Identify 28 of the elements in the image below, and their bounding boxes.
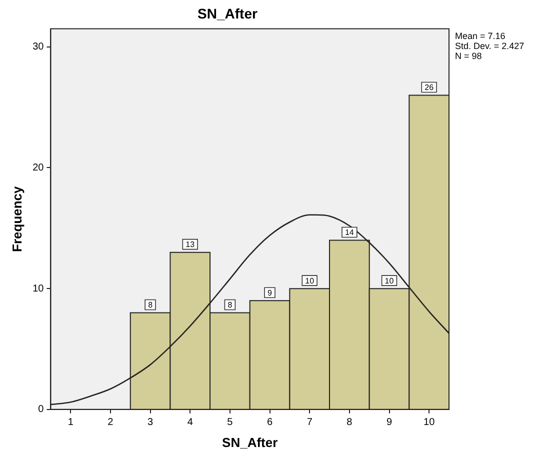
x-tick-label: 5 — [227, 417, 234, 428]
x-tick-label: 8 — [346, 417, 353, 428]
data-label: 13 — [186, 240, 196, 250]
x-tick-label: 6 — [266, 417, 273, 428]
y-tick-label: 20 — [32, 162, 44, 174]
y-axis-title: Frequency — [9, 185, 24, 252]
data-label: 10 — [384, 276, 394, 286]
x-tick-label: 7 — [306, 417, 313, 428]
y-tick-label: 0 — [38, 404, 44, 416]
x-tick-label: 2 — [108, 417, 114, 428]
x-tick-label: 4 — [187, 417, 194, 428]
y-tick-label: 30 — [32, 42, 44, 53]
data-label: 26 — [424, 82, 434, 92]
x-tick-label: 1 — [68, 417, 74, 428]
data-label: 9 — [268, 288, 273, 298]
data-label: 8 — [228, 300, 233, 310]
data-label: 8 — [148, 300, 154, 310]
x-tick-label: 9 — [386, 417, 392, 428]
text: N = 98 — [455, 50, 482, 61]
y-tick-label: 10 — [32, 283, 44, 294]
data-label: 14 — [344, 228, 354, 237]
x-tick-label: 10 — [424, 417, 436, 428]
text: Mean = 7.16 — [455, 30, 506, 41]
text: Std. Dev. = 2.427 — [455, 40, 524, 51]
x-axis-title: SN_After — [222, 434, 278, 450]
x-tick-label: 3 — [148, 417, 154, 428]
data-label: 10 — [305, 276, 315, 286]
chart-title: SN_After — [198, 5, 258, 22]
